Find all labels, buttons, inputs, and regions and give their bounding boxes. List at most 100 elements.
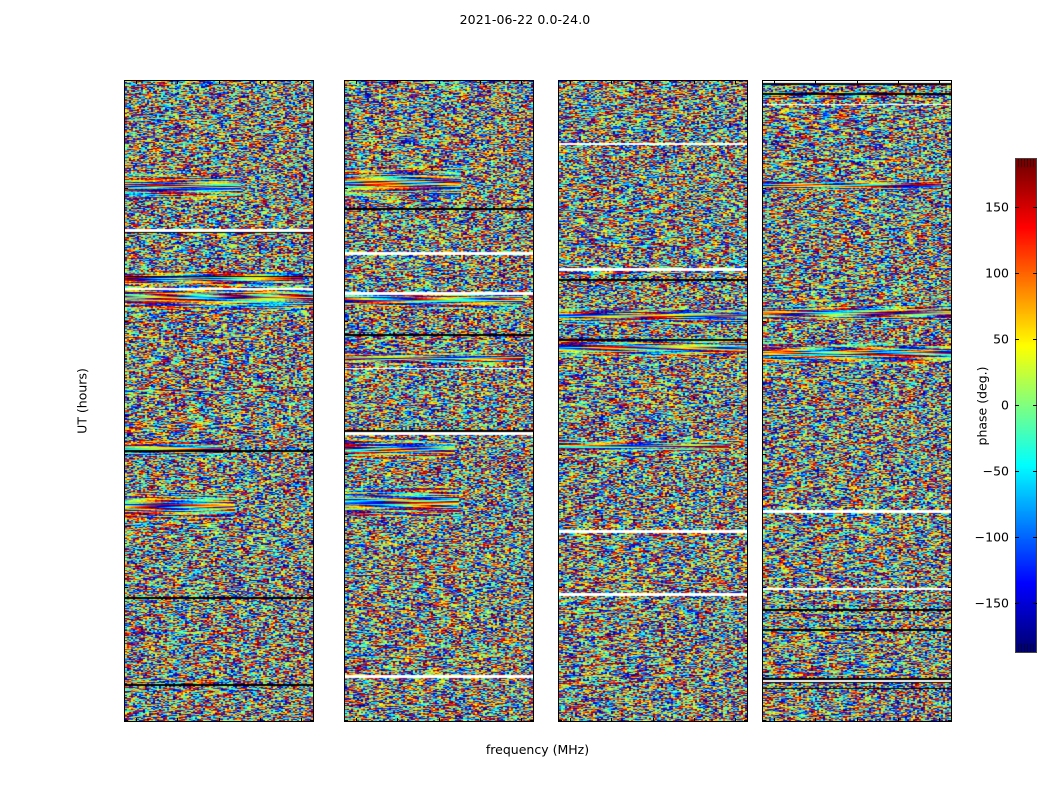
y-axis-tick bbox=[763, 187, 766, 189]
x-axis-tick bbox=[177, 81, 179, 84]
heatmap-panel-yy[interactable]: YY, V6*V13=EA09*EA15 3203353503653800510… bbox=[344, 80, 534, 722]
heatmap-image-xy bbox=[559, 81, 747, 721]
x-axis-tick bbox=[479, 81, 481, 84]
colorbar-label: phase (deg.) bbox=[974, 366, 990, 446]
x-axis-tick bbox=[397, 81, 399, 84]
y-axis-label: UT (hours) bbox=[74, 368, 90, 434]
x-axis-tick bbox=[438, 718, 440, 721]
colorbar-tick-label: 150 bbox=[985, 199, 1009, 215]
x-axis-tick bbox=[735, 81, 736, 84]
heatmap-panel-xx[interactable]: XX, V6*V13=EA09*EA15 3203353503653800510… bbox=[124, 80, 314, 722]
x-axis-tick bbox=[897, 81, 899, 84]
colorbar-tick bbox=[1033, 603, 1037, 605]
y-axis-tick bbox=[345, 586, 348, 588]
x-axis-tick bbox=[815, 81, 817, 84]
heatmap-image-yy bbox=[345, 81, 533, 721]
colorbar-tick-label: 50 bbox=[993, 331, 1009, 347]
y-axis-tick bbox=[559, 720, 562, 721]
y-axis-tick bbox=[763, 586, 766, 588]
x-axis-tick bbox=[735, 718, 736, 721]
x-axis-tick bbox=[611, 718, 613, 721]
colorbar-tick bbox=[1033, 405, 1037, 406]
y-axis-tick bbox=[948, 187, 951, 189]
x-axis-tick bbox=[652, 81, 654, 84]
x-axis-tick bbox=[693, 81, 695, 84]
x-axis-tick bbox=[774, 81, 775, 84]
colorbar-tick-label: −150 bbox=[974, 595, 1009, 611]
y-axis-tick bbox=[744, 453, 747, 455]
x-axis-tick bbox=[479, 718, 481, 721]
y-axis-tick bbox=[948, 320, 951, 322]
x-axis-tick bbox=[301, 81, 302, 84]
x-axis-tick bbox=[521, 81, 522, 84]
x-axis-tick bbox=[438, 81, 440, 84]
y-axis-tick bbox=[948, 720, 951, 721]
y-axis-tick bbox=[530, 720, 533, 721]
colorbar-gradient bbox=[1016, 159, 1036, 652]
x-axis-tick bbox=[611, 81, 613, 84]
x-axis-tick bbox=[218, 718, 220, 721]
y-axis-tick bbox=[559, 586, 562, 588]
y-axis-tick bbox=[744, 586, 747, 588]
y-axis-tick bbox=[125, 720, 128, 721]
y-axis-tick bbox=[125, 187, 128, 189]
y-axis-tick bbox=[744, 187, 747, 189]
colorbar-tick-label: −50 bbox=[982, 463, 1009, 479]
colorbar-tick bbox=[1033, 338, 1037, 340]
x-axis-tick bbox=[521, 718, 522, 721]
x-axis-tick bbox=[356, 718, 357, 721]
y-axis-tick bbox=[530, 586, 533, 588]
x-axis-tick bbox=[693, 718, 695, 721]
figure-suptitle: 2021-06-22 0.0-24.0 bbox=[459, 12, 591, 27]
heatmap-panel-yx[interactable]: YX, V6*V13=EA09*EA15 3203353503653800510… bbox=[762, 80, 952, 722]
y-axis-tick bbox=[948, 586, 951, 588]
colorbar-tick bbox=[1015, 537, 1019, 539]
x-axis-tick bbox=[259, 718, 261, 721]
x-axis-tick bbox=[815, 718, 817, 721]
colorbar-tick bbox=[1015, 471, 1019, 473]
y-axis-tick bbox=[744, 320, 747, 322]
y-axis-tick bbox=[763, 453, 766, 455]
y-axis-tick bbox=[744, 720, 747, 721]
y-axis-tick bbox=[559, 320, 562, 322]
x-axis-tick bbox=[897, 718, 899, 721]
y-axis-tick bbox=[125, 320, 128, 322]
colorbar-tick bbox=[1033, 206, 1037, 208]
x-axis-tick bbox=[570, 718, 571, 721]
y-axis-tick bbox=[530, 320, 533, 322]
y-axis-tick bbox=[763, 320, 766, 322]
y-axis-tick bbox=[125, 453, 128, 455]
x-axis-tick bbox=[301, 718, 302, 721]
heatmap-panel-xy[interactable]: XY, V6*V13=EA09*EA15 3203353503653800510… bbox=[558, 80, 748, 722]
y-axis-tick bbox=[345, 187, 348, 189]
colorbar-tick bbox=[1015, 405, 1019, 406]
y-axis-tick bbox=[530, 453, 533, 455]
x-axis-tick bbox=[939, 81, 940, 84]
colorbar-tick-label: 0 bbox=[1001, 397, 1009, 413]
colorbar[interactable]: 150 100 50 0 −50 −100 −150 bbox=[975, 158, 1037, 653]
y-axis-tick bbox=[345, 720, 348, 721]
y-axis-tick bbox=[345, 320, 348, 322]
y-axis-tick bbox=[310, 453, 313, 455]
y-axis-tick bbox=[948, 453, 951, 455]
x-axis-tick bbox=[218, 81, 220, 84]
x-axis-tick bbox=[259, 81, 261, 84]
x-axis-tick bbox=[774, 718, 775, 721]
y-axis-tick bbox=[310, 320, 313, 322]
colorbar-tick bbox=[1033, 272, 1037, 274]
y-axis-tick bbox=[559, 187, 562, 189]
colorbar-tick-label: 100 bbox=[985, 265, 1009, 281]
heatmap-image-xx bbox=[125, 81, 313, 721]
colorbar-tick bbox=[1015, 206, 1019, 208]
x-axis-tick bbox=[856, 81, 858, 84]
y-axis-tick bbox=[345, 453, 348, 455]
heatmap-image-yx bbox=[763, 81, 951, 721]
y-axis-tick bbox=[310, 586, 313, 588]
colorbar-tick bbox=[1033, 537, 1037, 539]
colorbar-tick bbox=[1015, 338, 1019, 340]
x-axis-tick bbox=[356, 81, 357, 84]
y-axis-tick bbox=[125, 586, 128, 588]
x-axis-label: frequency (MHz) bbox=[485, 742, 590, 757]
y-axis-tick bbox=[310, 187, 313, 189]
